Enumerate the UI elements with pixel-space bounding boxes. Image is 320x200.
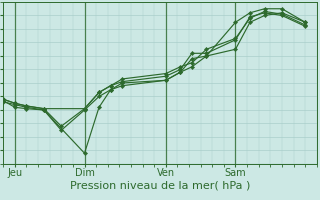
X-axis label: Pression niveau de la mer( hPa ): Pression niveau de la mer( hPa ) xyxy=(70,181,250,191)
